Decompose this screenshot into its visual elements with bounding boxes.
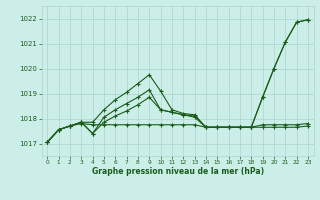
X-axis label: Graphe pression niveau de la mer (hPa): Graphe pression niveau de la mer (hPa) [92, 167, 264, 176]
